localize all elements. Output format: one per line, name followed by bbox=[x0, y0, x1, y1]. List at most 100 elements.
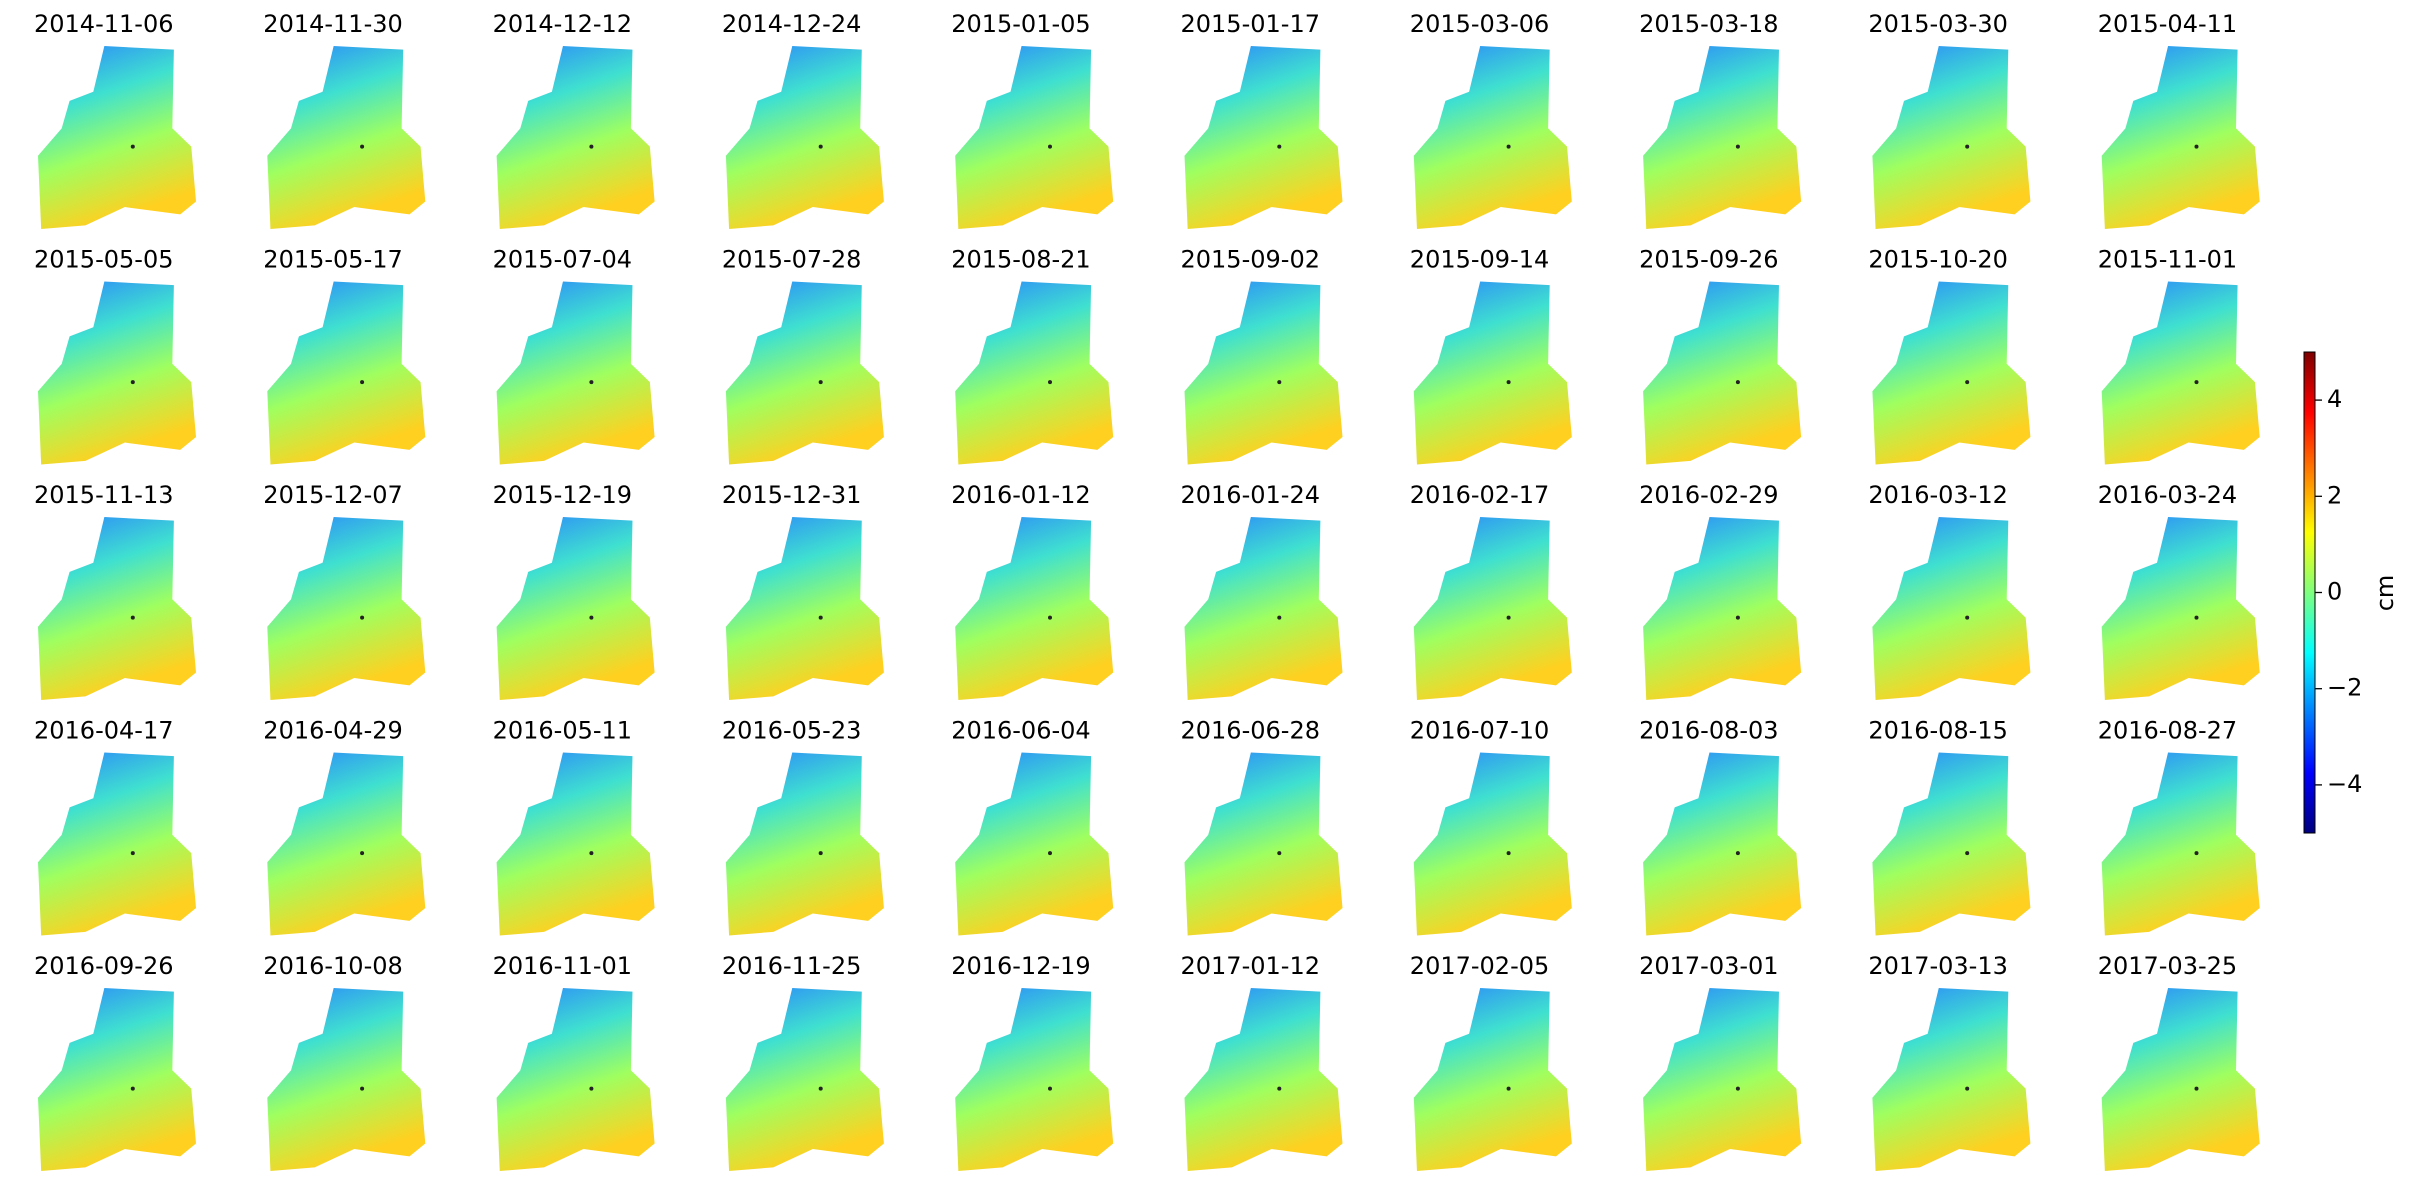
reference-point bbox=[1965, 851, 1970, 856]
reference-point bbox=[360, 851, 365, 856]
map-raster bbox=[725, 752, 884, 936]
panel-title: 2015-08-21 bbox=[951, 246, 1090, 274]
panel-title: 2014-12-24 bbox=[722, 10, 861, 38]
map-raster bbox=[1413, 46, 1572, 229]
reference-point bbox=[1048, 851, 1052, 856]
panel-title: 2016-07-10 bbox=[1410, 717, 1549, 745]
map-raster bbox=[1643, 752, 1802, 936]
panel-title: 2014-11-06 bbox=[34, 10, 173, 38]
map-raster bbox=[496, 46, 655, 229]
map-raster bbox=[2101, 517, 2260, 700]
panel-title: 2016-01-12 bbox=[951, 481, 1090, 509]
reference-point bbox=[2194, 144, 2199, 149]
colorbar-tick-label: 4 bbox=[2327, 385, 2342, 413]
map-raster bbox=[1184, 46, 1343, 229]
reference-point bbox=[1048, 1086, 1052, 1091]
map-raster bbox=[2101, 281, 2260, 465]
reference-point bbox=[2194, 851, 2199, 856]
map-raster bbox=[496, 281, 655, 465]
panel-title: 2015-01-17 bbox=[1181, 10, 1320, 38]
reference-point bbox=[1277, 851, 1282, 856]
map-raster bbox=[1184, 281, 1343, 465]
panel-title: 2017-03-13 bbox=[1868, 952, 2007, 980]
map-raster bbox=[38, 281, 196, 465]
map-raster bbox=[1872, 46, 2031, 229]
colorbar-label: cm bbox=[2371, 575, 2399, 612]
reference-point bbox=[130, 851, 135, 856]
reference-point bbox=[1965, 615, 1970, 620]
map-raster bbox=[955, 752, 1114, 936]
panel-title: 2016-05-11 bbox=[493, 717, 632, 745]
map-raster bbox=[2101, 46, 2260, 229]
panel-title: 2016-08-03 bbox=[1639, 717, 1778, 745]
panel-title: 2017-03-25 bbox=[2098, 952, 2237, 980]
reference-point bbox=[1048, 380, 1052, 385]
reference-point bbox=[818, 144, 823, 149]
panel-title: 2015-09-26 bbox=[1639, 246, 1778, 274]
map-raster bbox=[1872, 752, 2031, 936]
panel-title: 2015-09-02 bbox=[1181, 246, 1320, 274]
colorbar bbox=[2303, 351, 2316, 834]
map-raster bbox=[955, 988, 1114, 1171]
reference-point bbox=[1277, 380, 1282, 385]
reference-point bbox=[1965, 1086, 1970, 1091]
reference-point bbox=[130, 615, 135, 620]
reference-point bbox=[360, 144, 365, 149]
map-raster bbox=[1643, 988, 1802, 1171]
reference-point bbox=[1506, 1086, 1511, 1091]
reference-point bbox=[2194, 380, 2199, 385]
map-raster bbox=[267, 752, 426, 936]
reference-point bbox=[360, 615, 365, 620]
reference-point bbox=[818, 380, 823, 385]
map-raster bbox=[38, 988, 196, 1171]
map-raster bbox=[38, 46, 196, 229]
reference-point bbox=[818, 1086, 823, 1091]
map-raster bbox=[725, 988, 884, 1171]
panel-title: 2015-03-30 bbox=[1868, 10, 2007, 38]
reference-point bbox=[1965, 144, 1970, 149]
reference-point bbox=[1277, 615, 1282, 620]
reference-point bbox=[1506, 615, 1511, 620]
map-raster bbox=[38, 752, 196, 936]
panel-title: 2016-09-26 bbox=[34, 952, 173, 980]
colorbar-tick-label: 2 bbox=[2327, 481, 2342, 509]
panel-title: 2016-01-24 bbox=[1181, 481, 1320, 509]
map-raster bbox=[955, 517, 1114, 700]
panel-title: 2016-06-28 bbox=[1181, 717, 1320, 745]
panel-title: 2015-10-20 bbox=[1868, 246, 2007, 274]
panel-title: 2016-02-17 bbox=[1410, 481, 1549, 509]
map-raster bbox=[267, 517, 426, 700]
panel-title: 2016-04-29 bbox=[263, 717, 402, 745]
panel-title: 2016-02-29 bbox=[1639, 481, 1778, 509]
colorbar-tick-label: −4 bbox=[2327, 770, 2362, 798]
reference-point bbox=[1506, 851, 1511, 856]
reference-point bbox=[589, 851, 594, 856]
reference-point bbox=[1735, 144, 1740, 149]
reference-point bbox=[360, 380, 365, 385]
map-raster bbox=[1872, 988, 2031, 1171]
panel-title: 2017-02-05 bbox=[1410, 952, 1549, 980]
panel-title: 2015-03-18 bbox=[1639, 10, 1778, 38]
panel-title: 2016-03-12 bbox=[1868, 481, 2007, 509]
reference-point bbox=[2194, 615, 2199, 620]
reference-point bbox=[589, 1086, 594, 1091]
map-raster bbox=[725, 281, 884, 465]
map-raster bbox=[1872, 281, 2031, 465]
reference-point bbox=[1048, 144, 1052, 149]
panel-title: 2015-07-28 bbox=[722, 246, 861, 274]
reference-point bbox=[1506, 144, 1511, 149]
colorbar-tick-label: −2 bbox=[2327, 674, 2362, 702]
panel-title: 2015-11-01 bbox=[2098, 246, 2237, 274]
panel-title: 2015-11-13 bbox=[34, 481, 173, 509]
reference-point bbox=[818, 615, 823, 620]
panel-title: 2015-05-17 bbox=[263, 246, 402, 274]
map-raster bbox=[267, 46, 426, 229]
map-raster bbox=[1413, 988, 1572, 1171]
panel-title: 2015-05-05 bbox=[34, 246, 173, 274]
reference-point bbox=[1735, 380, 1740, 385]
map-raster bbox=[1184, 752, 1343, 936]
map-raster bbox=[1872, 517, 2031, 700]
map-raster bbox=[267, 988, 426, 1171]
reference-point bbox=[1735, 851, 1740, 856]
